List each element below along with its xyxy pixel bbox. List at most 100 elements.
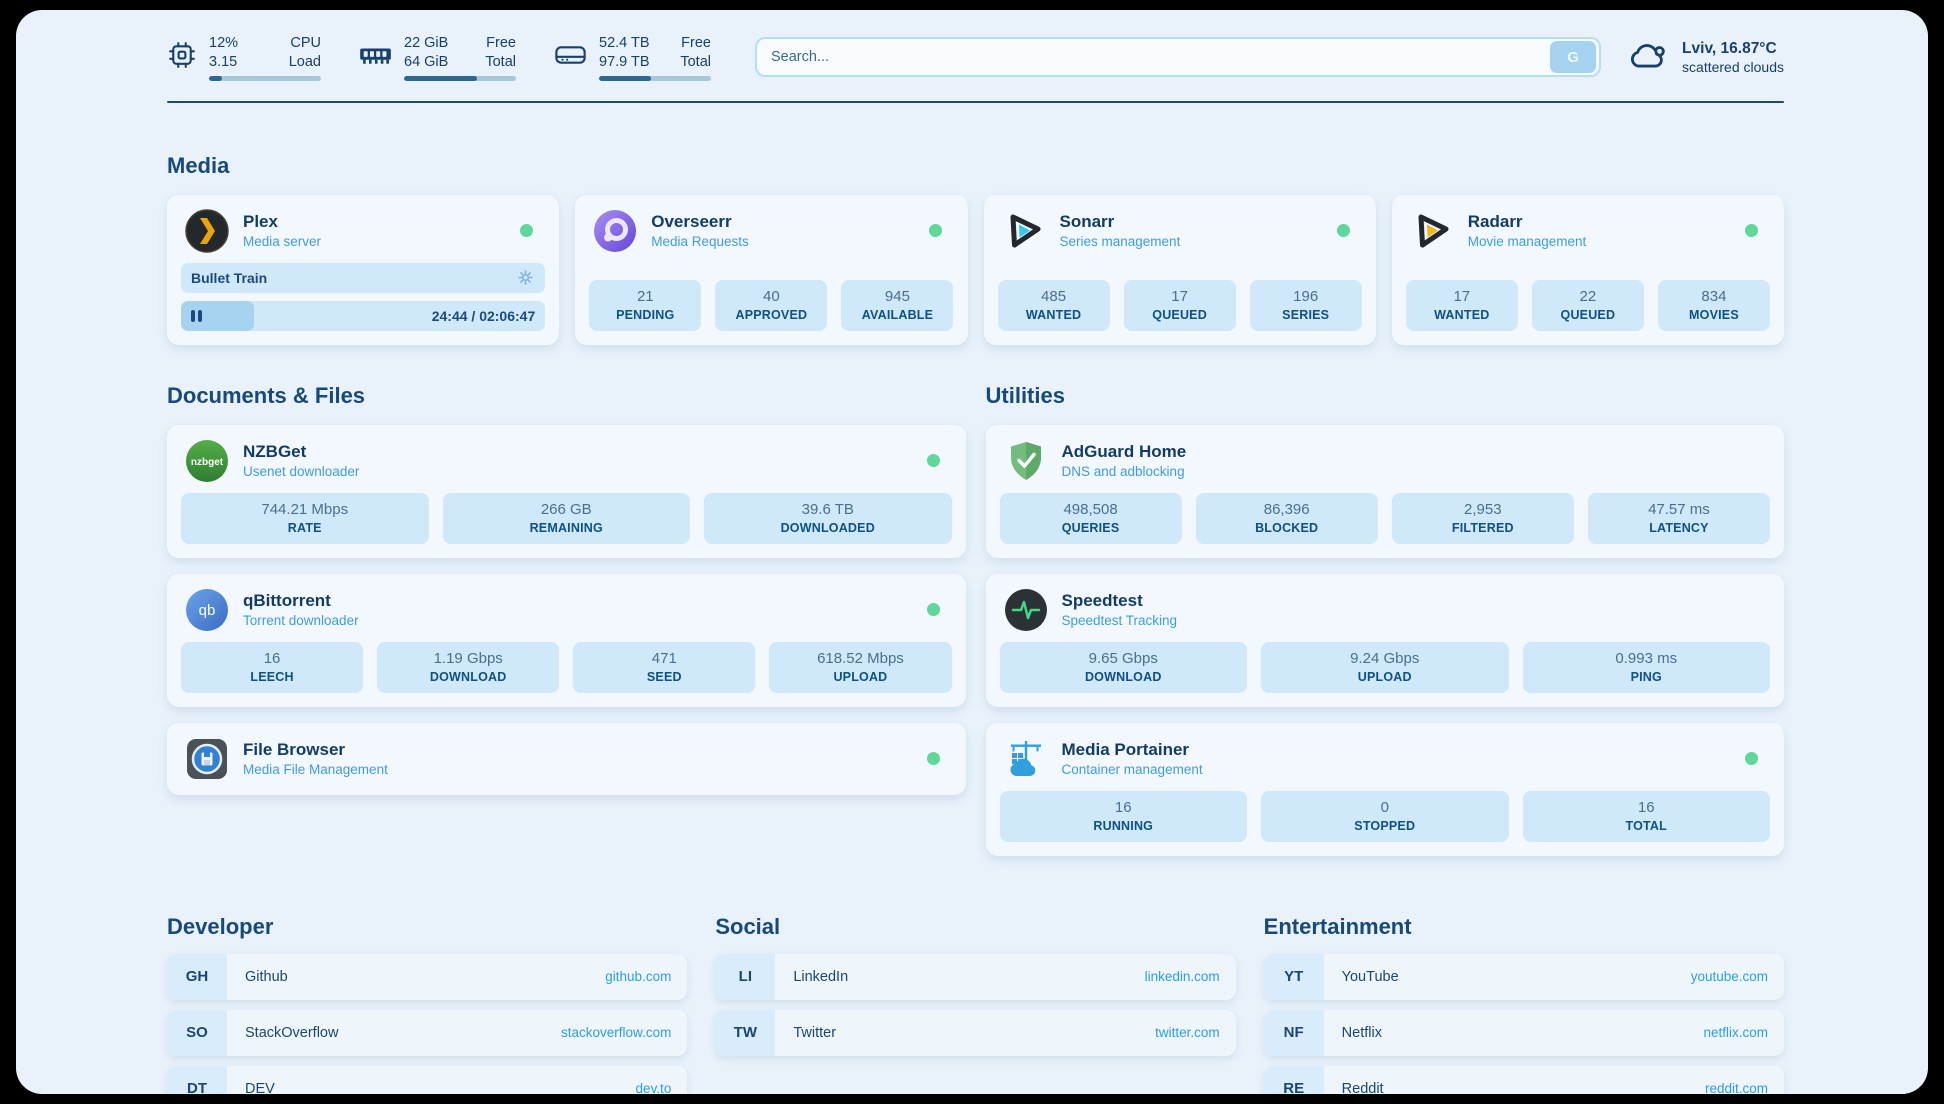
disk-total-label: Total xyxy=(680,53,711,70)
cpu-icon xyxy=(167,40,197,75)
portainer-card[interactable]: Media Portainer Container management 16 … xyxy=(985,722,1784,856)
playback-progress-track[interactable]: 24:44 / 02:06:47 xyxy=(181,300,546,331)
utilities-section: Utilities AdGuard Home xyxy=(985,383,1784,856)
sonarr-card[interactable]: Sonarr Series management 485 WANTED 17 Q… xyxy=(983,194,1376,345)
status-online-dot xyxy=(926,752,940,766)
overseerr-card[interactable]: Overseerr Media Requests 21 PENDING 40 A… xyxy=(575,194,968,345)
radarr-card[interactable]: Radarr Movie management 17 WANTED 22 QUE… xyxy=(1391,194,1784,345)
playback-progress-fill xyxy=(181,300,254,331)
app-name: Overseerr xyxy=(651,212,732,232)
status-online-dot xyxy=(928,224,942,238)
disk-total-value: 97.9 TB xyxy=(599,53,650,70)
search-engine-button[interactable]: G xyxy=(1550,41,1597,74)
link-name: LinkedIn xyxy=(793,968,849,985)
filebrowser-card[interactable]: File Browser Media File Management xyxy=(167,722,966,795)
search-input[interactable] xyxy=(757,49,1551,66)
app-name: AdGuard Home xyxy=(1061,442,1187,462)
app-subtitle: Container management xyxy=(1061,762,1203,778)
status-online-dot xyxy=(926,603,940,617)
link-url: youtube.com xyxy=(1690,969,1768,985)
speedtest-icon xyxy=(1004,588,1048,632)
disk-progress-fill xyxy=(599,75,651,81)
status-online-dot xyxy=(926,454,940,468)
stat-approved: 40 APPROVED xyxy=(715,279,828,331)
link-abbr: LI xyxy=(715,953,776,1000)
documents-section: Documents & Files nzbget xyxy=(167,383,966,795)
cpu-progress-fill xyxy=(209,75,223,81)
link-abbr: GH xyxy=(167,953,227,1000)
app-subtitle: Media server xyxy=(243,234,322,250)
disk-widget: 52.4 TB 97.9 TB Free Total xyxy=(554,34,711,81)
plex-card[interactable]: Plex Media server Bullet Train xyxy=(167,194,560,345)
svg-text:nzbget: nzbget xyxy=(191,457,224,468)
cpu-widget: 12% 3.15 CPU Load xyxy=(167,34,321,81)
app-name: Sonarr xyxy=(1059,212,1115,232)
status-online-dot xyxy=(520,224,534,238)
weather-condition: scattered clouds xyxy=(1682,58,1784,75)
link-twitter[interactable]: TW Twitter twitter.com xyxy=(715,1009,1236,1056)
stat-blocked: 86,396 BLOCKED xyxy=(1195,492,1378,544)
search-bar: G xyxy=(755,37,1602,78)
link-name: Twitter xyxy=(793,1024,837,1041)
ram-free-label: Free xyxy=(486,35,516,51)
app-subtitle: Speedtest Tracking xyxy=(1061,613,1178,629)
stat-downloaded: 39.6 TB DOWNLOADED xyxy=(704,492,952,544)
gear-icon[interactable] xyxy=(516,268,535,287)
media-section-title: Media xyxy=(167,152,230,178)
link-stackoverflow[interactable]: SO StackOverflow stackoverflow.com xyxy=(167,1009,688,1056)
nzbget-card[interactable]: nzbget NZBGet Usenet downloader 744.21 M… xyxy=(167,424,966,558)
cpu-label: CPU xyxy=(290,35,321,51)
disk-free-label: Free xyxy=(681,35,711,51)
developer-section: Developer GH Github github.com SO StackO… xyxy=(167,914,688,1094)
stat-running: 16 RUNNING xyxy=(999,790,1247,842)
ram-total-value: 64 GiB xyxy=(404,53,449,70)
stat-series: 196 SERIES xyxy=(1249,279,1362,331)
speedtest-card[interactable]: Speedtest Speedtest Tracking 9.65 Gbps D… xyxy=(985,573,1784,707)
link-name: Github xyxy=(245,968,288,985)
entertainment-section: Entertainment YT YouTube youtube.com NF … xyxy=(1263,913,1784,1094)
link-url: dev.to xyxy=(635,1081,672,1094)
pause-icon[interactable] xyxy=(191,309,202,322)
adguard-card[interactable]: AdGuard Home DNS and adblocking 498,508 … xyxy=(985,424,1784,558)
stat-wanted: 485 WANTED xyxy=(997,279,1110,331)
app-name: NZBGet xyxy=(243,442,307,462)
nzbget-icon: nzbget xyxy=(185,439,229,483)
portainer-icon xyxy=(1004,737,1048,781)
cpu-load-label: Load xyxy=(288,53,321,70)
app-subtitle: Media File Management xyxy=(243,762,388,778)
qbittorrent-card[interactable]: qb qBittorrent Torrent downloader 16 LEE… xyxy=(167,573,966,707)
link-github[interactable]: GH Github github.com xyxy=(167,953,688,1000)
app-name: qBittorrent xyxy=(243,591,331,611)
documents-section-title: Documents & Files xyxy=(167,382,366,408)
link-abbr: SO xyxy=(167,1009,227,1056)
app-subtitle: Media Requests xyxy=(651,234,749,250)
link-abbr: TW xyxy=(715,1009,776,1056)
sonarr-icon xyxy=(1002,209,1046,253)
overseerr-icon xyxy=(593,209,637,253)
svg-text:qb: qb xyxy=(199,602,216,619)
media-section: Media Plex Media server xyxy=(167,153,1784,345)
stat-download: 1.19 Gbps DOWNLOAD xyxy=(377,641,560,693)
stat-movies: 834 MOVIES xyxy=(1657,279,1770,331)
link-dev[interactable]: DT DEV dev.to xyxy=(167,1065,688,1094)
link-netflix[interactable]: NF Netflix netflix.com xyxy=(1263,1009,1784,1056)
stat-upload: 9.24 Gbps UPLOAD xyxy=(1261,641,1509,693)
app-name: Radarr xyxy=(1467,212,1523,232)
stat-pending: 21 PENDING xyxy=(589,279,702,331)
link-reddit[interactable]: RE Reddit reddit.com xyxy=(1263,1065,1784,1094)
stat-rate: 744.21 Mbps RATE xyxy=(181,492,429,544)
link-url: stackoverflow.com xyxy=(561,1025,672,1041)
link-name: Reddit xyxy=(1341,1080,1384,1094)
app-name: Media Portainer xyxy=(1061,740,1190,760)
link-name: YouTube xyxy=(1341,968,1399,985)
stat-stopped: 0 STOPPED xyxy=(1261,790,1509,842)
social-section: Social LI LinkedIn linkedin.com TW Twitt… xyxy=(715,914,1236,1094)
stat-queued: 22 QUEUED xyxy=(1531,279,1644,331)
stat-download: 9.65 Gbps DOWNLOAD xyxy=(999,641,1247,693)
link-linkedin[interactable]: LI LinkedIn linkedin.com xyxy=(715,953,1236,1000)
disk-progress-track xyxy=(599,75,711,81)
ram-progress-fill xyxy=(404,75,477,81)
link-youtube[interactable]: YT YouTube youtube.com xyxy=(1263,953,1784,1000)
entertainment-section-title: Entertainment xyxy=(1263,913,1412,939)
dashboard-window: 12% 3.15 CPU Load xyxy=(16,10,1928,1094)
